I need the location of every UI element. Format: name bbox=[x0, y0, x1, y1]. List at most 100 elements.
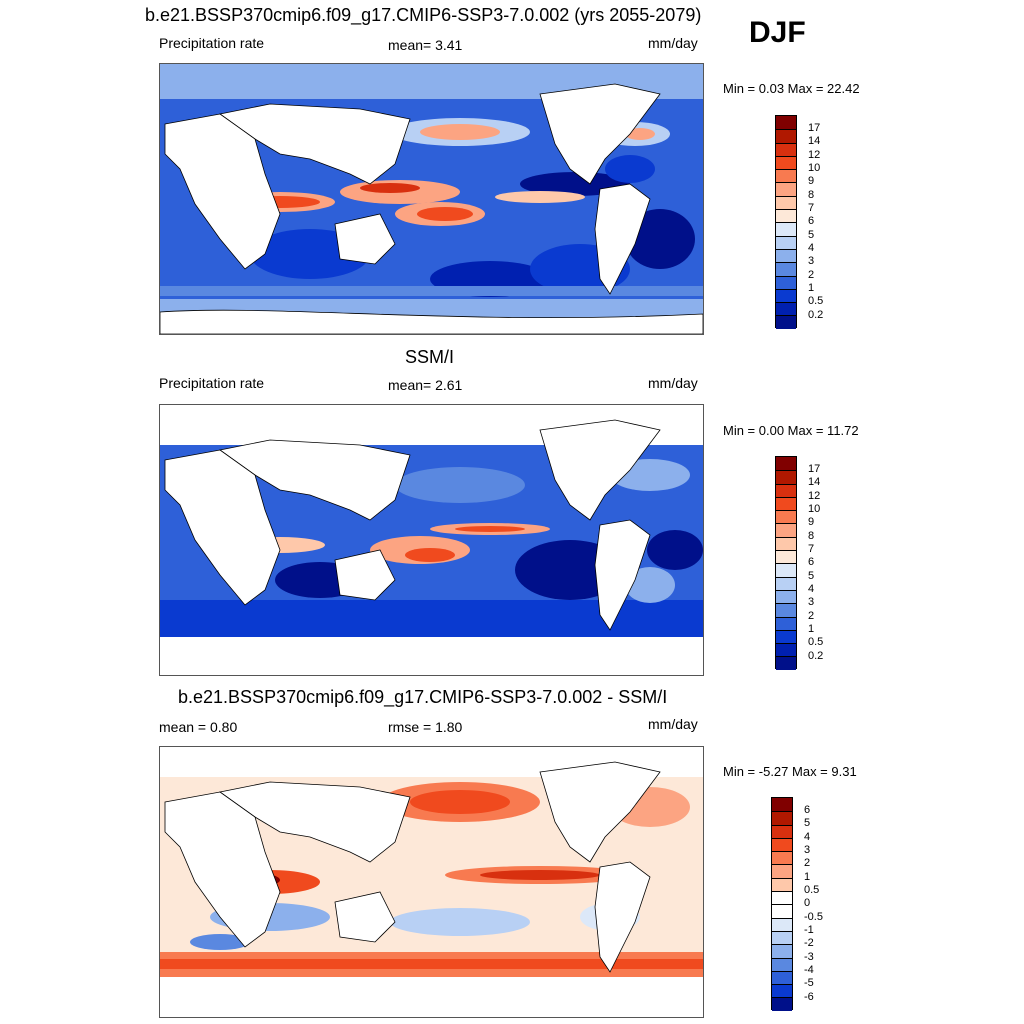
panel-3-mean-label: mean = 0.80 bbox=[159, 719, 238, 735]
panel-3-colorbar-cell bbox=[772, 811, 792, 825]
panel-2-colorbar-tick: 3 bbox=[808, 596, 815, 608]
panel-2-colorbar-cell bbox=[776, 470, 796, 484]
panel-3-colorbar-tick: -4 bbox=[804, 964, 814, 976]
panel-3-colorbar-tick: 6 bbox=[804, 804, 811, 816]
panel-1-colorbar-cell bbox=[776, 235, 796, 249]
panel-1-colorbar-tick: 7 bbox=[808, 202, 815, 214]
panel-2-title: SSM/I bbox=[405, 347, 455, 367]
panel-3-colorbar-tick: 5 bbox=[804, 817, 811, 829]
panel-3-colorbar-cell bbox=[772, 877, 792, 892]
panel-3-map bbox=[159, 746, 704, 1018]
panel-1-colorbar-tick: 9 bbox=[808, 175, 815, 187]
panel-2-colorbar-tick: 7 bbox=[808, 543, 815, 555]
panel-2-colorbar-cell bbox=[776, 616, 796, 630]
panel-1-colorbar-tick: 0.2 bbox=[808, 309, 824, 321]
panel-2-variable-label: Precipitation rate bbox=[159, 375, 265, 391]
panel-3-colorbar-labels: 6 5 4 3 2 1 0.5 0 -0.5 -1 -2 -3 -4 -5 -6 bbox=[804, 797, 844, 1010]
panel-3-colorbar-cell bbox=[772, 997, 792, 1011]
panel-1-colorbar-tick: 2 bbox=[808, 269, 815, 281]
panel-2-colorbar-cell bbox=[776, 523, 796, 537]
panel-1-units-label: mm/day bbox=[648, 35, 698, 51]
panel-3-colorbar-cell bbox=[772, 917, 792, 931]
panel-3-colorbar-cell bbox=[772, 864, 792, 878]
panel-1-colorbar-cell bbox=[776, 129, 796, 143]
panel-1-colorbar-cell bbox=[776, 288, 796, 303]
panel-1-colorbar-cell bbox=[776, 116, 796, 130]
panel-1-colorbar-cell bbox=[776, 302, 796, 316]
panel-1-colorbar-cell bbox=[776, 142, 796, 156]
panel-2-colorbar-tick: 4 bbox=[808, 583, 815, 595]
season-label: DJF bbox=[749, 16, 806, 49]
panel-1-colorbar-tick: 5 bbox=[808, 229, 815, 241]
panel-3-colorbar-cell bbox=[772, 970, 792, 985]
panel-1-colorbar-cell bbox=[776, 182, 796, 196]
panel-3-colorbar-tick: -3 bbox=[804, 951, 814, 963]
panel-3-colorbar-tick: -1 bbox=[804, 924, 814, 936]
panel-2-colorbar-cell bbox=[776, 656, 796, 670]
panel-1-colorbar-labels: 17 14 12 10 9 8 7 6 5 4 3 2 1 0.5 0.2 bbox=[808, 115, 848, 328]
panel-3-colorbar bbox=[771, 797, 793, 1011]
panel-3-colorbar-tick: -2 bbox=[804, 937, 814, 949]
panel-3-colorbar-tick: 3 bbox=[804, 844, 811, 856]
panel-1-map bbox=[159, 63, 704, 335]
panel-3-colorbar-cell bbox=[772, 851, 792, 865]
panel-1-colorbar-cell bbox=[776, 275, 796, 289]
panel-1-mean-label: mean= 3.41 bbox=[388, 37, 463, 53]
panel-2-colorbar-cell bbox=[776, 496, 796, 511]
panel-3-colorbar-cell bbox=[772, 930, 792, 945]
panel-2-colorbar-tick: 1 bbox=[808, 623, 815, 635]
panel-1-colorbar-tick: 12 bbox=[808, 149, 821, 161]
panel-1-colorbar-cell bbox=[776, 169, 796, 183]
panel-2-colorbar-tick: 10 bbox=[808, 503, 821, 515]
panel-2-colorbar-tick: 14 bbox=[808, 476, 821, 488]
panel-1-colorbar-tick: 14 bbox=[808, 135, 821, 147]
panel-1-colorbar-cell bbox=[776, 209, 796, 223]
panel-2-colorbar-cell bbox=[776, 457, 796, 471]
panel-2-colorbar-tick: 0.5 bbox=[808, 636, 824, 648]
panel-2-colorbar-cell bbox=[776, 536, 796, 551]
panel-3-rmse-label: rmse = 1.80 bbox=[388, 719, 463, 735]
panel-1-colorbar-tick: 0.5 bbox=[808, 295, 824, 307]
panel-1-colorbar-tick: 10 bbox=[808, 162, 821, 174]
panel-3-colorbar-tick: 0 bbox=[804, 897, 811, 909]
panel-2-colorbar-labels: 17 14 12 10 9 8 7 6 5 4 3 2 1 0.5 0.2 bbox=[808, 456, 848, 669]
panel-3-colorbar-cell bbox=[772, 944, 792, 958]
panel-2-units-label: mm/day bbox=[648, 375, 698, 391]
panel-3-minmax-label: Min = -5.27 Max = 9.31 bbox=[723, 764, 857, 779]
panel-1-title: b.e21.BSSP370cmip6.f09_g17.CMIP6-SSP3-7.… bbox=[145, 5, 702, 25]
panel-2-map bbox=[159, 404, 704, 676]
panel-1-colorbar-tick: 8 bbox=[808, 189, 815, 201]
panel-2-colorbar-tick: 0.2 bbox=[808, 650, 824, 662]
panel-1-minmax-label: Min = 0.03 Max = 22.42 bbox=[723, 81, 860, 96]
panel-2-colorbar-cell bbox=[776, 550, 796, 564]
panel-1-colorbar-cell bbox=[776, 195, 796, 210]
panel-3-colorbar-cell bbox=[772, 904, 792, 918]
panel-2-colorbar-cell bbox=[776, 563, 796, 577]
panel-2-colorbar-cell bbox=[776, 603, 796, 617]
panel-2-colorbar-tick: 12 bbox=[808, 490, 821, 502]
panel-2-colorbar-tick: 9 bbox=[808, 516, 815, 528]
panel-2-precip-field bbox=[160, 405, 703, 675]
panel-2-colorbar-tick: 6 bbox=[808, 556, 815, 568]
panel-2-minmax-label: Min = 0.00 Max = 11.72 bbox=[723, 423, 859, 438]
panel-2-colorbar-cell bbox=[776, 589, 796, 604]
panel-3-colorbar-tick: 0.5 bbox=[804, 884, 820, 896]
panel-1-colorbar-tick: 1 bbox=[808, 282, 815, 294]
panel-3-colorbar-tick: -0.5 bbox=[804, 911, 823, 923]
panel-1-precip-field bbox=[160, 64, 703, 334]
panel-1-colorbar-cell bbox=[776, 155, 796, 170]
panel-2-colorbar-tick: 17 bbox=[808, 463, 821, 475]
panel-3-colorbar-cell bbox=[772, 984, 792, 998]
panel-3-colorbar-tick: -6 bbox=[804, 991, 814, 1003]
panel-3-title: b.e21.BSSP370cmip6.f09_g17.CMIP6-SSP3-7.… bbox=[178, 687, 668, 707]
panel-2-colorbar-cell bbox=[776, 576, 796, 590]
panel-3-colorbar-cell bbox=[772, 957, 792, 971]
panel-2-colorbar-tick: 8 bbox=[808, 530, 815, 542]
panel-3-colorbar-tick: 1 bbox=[804, 871, 811, 883]
panel-2-colorbar-cell bbox=[776, 643, 796, 657]
panel-2-colorbar-tick: 5 bbox=[808, 570, 815, 582]
panel-3-colorbar-tick: 4 bbox=[804, 831, 811, 843]
panel-3-colorbar-cell bbox=[772, 891, 792, 905]
panel-3-colorbar-tick: -5 bbox=[804, 977, 814, 989]
panel-3-colorbar-tick: 2 bbox=[804, 857, 811, 869]
